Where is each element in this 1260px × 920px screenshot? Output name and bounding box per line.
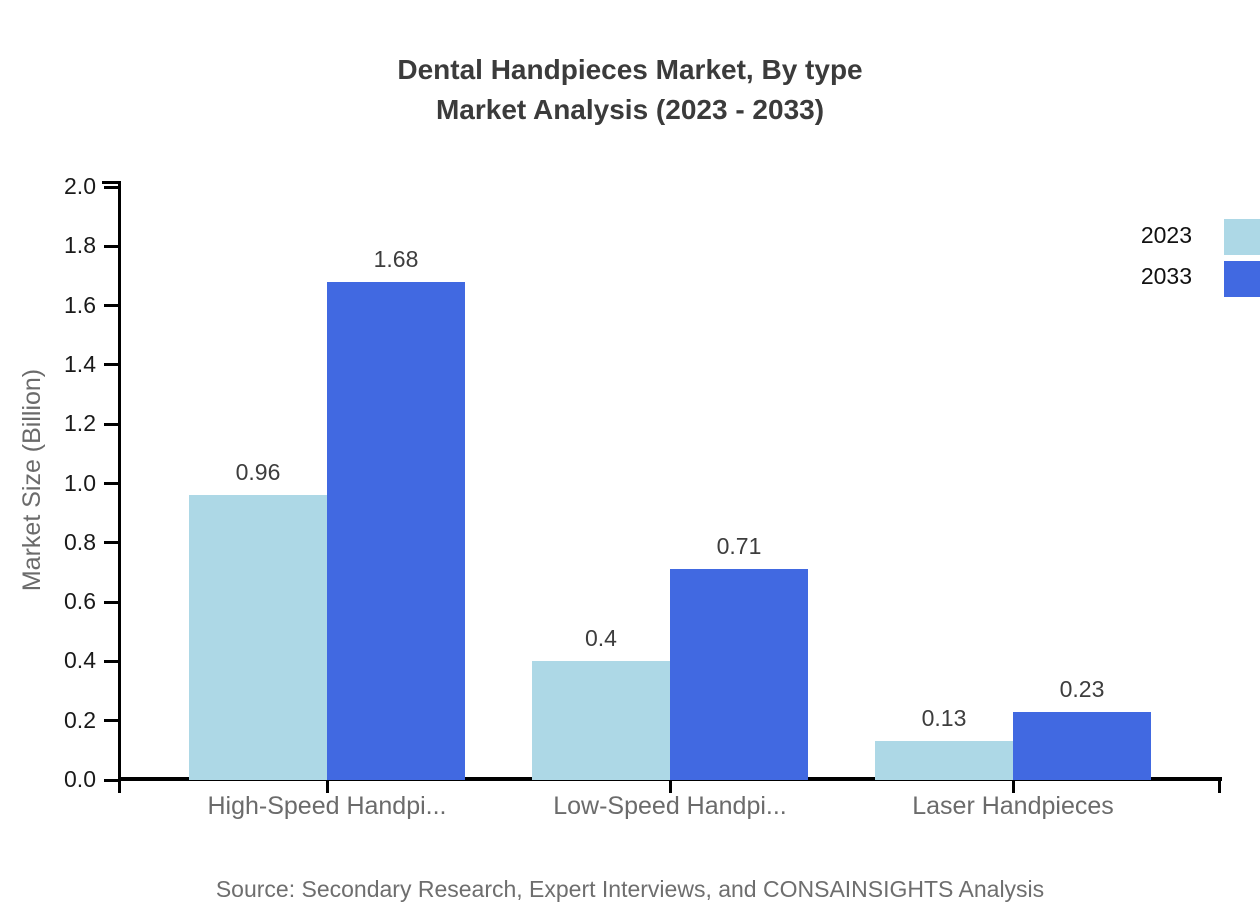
bar-2033-high-speed-handpi [327,281,465,780]
x-tick-high-speed-handpi [325,780,329,793]
x-axis-end-tick [1218,780,1221,793]
y-tick-label-1.8: 1.8 [64,232,96,259]
category-label-high-speed-handpi: High-Speed Handpi... [207,792,447,820]
x-tick-laser-handpieces [1011,780,1015,793]
value-label-2023-laser-handpieces: 0.13 [921,705,967,732]
bar-2023-high-speed-handpi [189,495,327,780]
y-tick-0.8 [104,541,120,545]
y-tick-label-0.6: 0.6 [64,588,96,615]
source-text: Source: Secondary Research, Expert Inter… [215,876,1045,902]
x-tick-low-speed-handpi [668,780,672,793]
chart-title: Dental Handpieces Market, By type Market… [0,50,1260,130]
y-tick-1.0 [104,482,120,485]
bar-2023-low-speed-handpi [532,661,670,780]
legend-label-2033: 2033 [1140,263,1192,289]
y-tick-label-1.6: 1.6 [64,291,96,318]
chart-title-line2: Market Analysis (2023 - 2033) [435,94,825,125]
y-tick-label-1.4: 1.4 [64,350,96,377]
value-label-2033-laser-handpieces: 0.23 [1059,675,1105,702]
bar-2033-laser-handpieces [1013,711,1151,780]
y-axis-line [118,181,121,793]
legend-label-2023: 2023 [1140,222,1192,248]
value-label-2033-low-speed-handpi: 0.71 [716,533,762,560]
legend-swatch-2033 [1224,261,1260,297]
y-tick-0.2 [104,719,120,723]
value-label-2033-high-speed-handpi: 1.68 [373,245,419,272]
bar-2023-laser-handpieces [875,741,1013,780]
y-tick-0.4 [104,659,120,663]
legend-swatch-2023 [1224,219,1260,255]
y-tick-label-1.2: 1.2 [64,410,96,437]
category-label-laser-handpieces: Laser Handpieces [912,792,1114,820]
y-tick-label-2.0: 2.0 [64,173,96,199]
y-tick-1.8 [104,244,120,248]
y-tick-label-0.4: 0.4 [64,647,96,674]
y-tick-label-0.2: 0.2 [64,706,96,733]
y-tick-label-1.0: 1.0 [64,469,96,496]
y-tick-1.4 [104,363,120,367]
y-tick-0.6 [104,600,120,604]
y-tick-label-0.8: 0.8 [64,528,96,555]
y-tick-0.0 [104,778,120,782]
y-axis-endcap-tick [102,181,120,184]
y-tick-1.6 [104,304,120,308]
bar-2033-low-speed-handpi [670,569,808,780]
value-label-2023-high-speed-handpi: 0.96 [235,459,281,486]
category-label-low-speed-handpi: Low-Speed Handpi... [553,792,787,820]
y-tick-1.2 [104,422,120,426]
y-tick-2.0 [104,185,120,189]
y-tick-label-0.0: 0.0 [64,766,96,792]
chart-title-line1: Dental Handpieces Market, By type [397,54,863,85]
value-label-2023-low-speed-handpi: 0.4 [585,625,617,652]
